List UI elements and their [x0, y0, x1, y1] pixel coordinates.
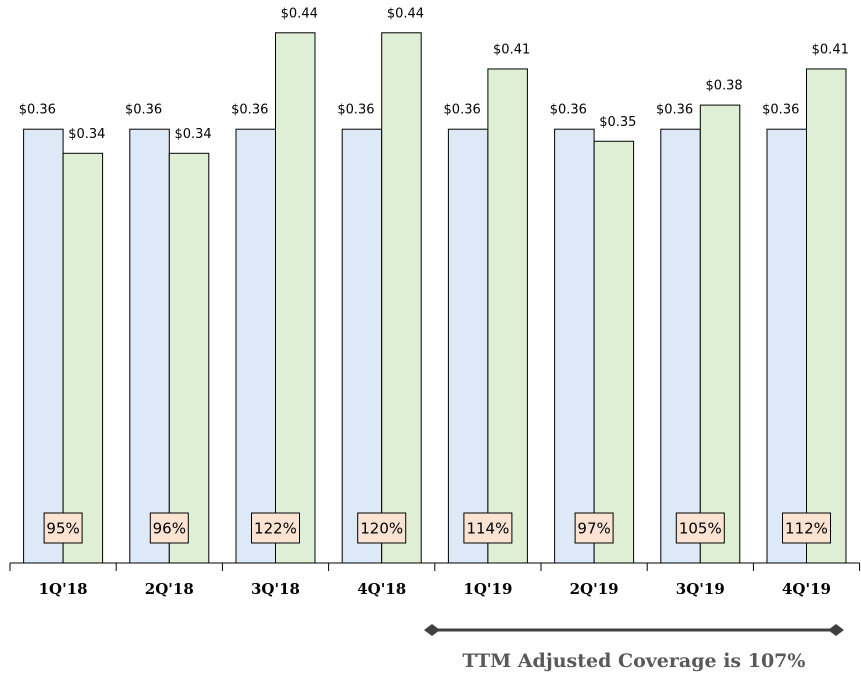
coverage-label: 114%: [466, 520, 509, 538]
x-tick-label: 4Q'19: [782, 580, 831, 598]
value-label: $0.36: [550, 103, 587, 118]
coverage-box: [43, 512, 83, 544]
bar: [766, 128, 807, 564]
coverage-label: 96%: [153, 520, 186, 538]
value-label: $0.36: [125, 103, 162, 118]
bar: [62, 152, 104, 564]
value-label: $0.34: [174, 127, 211, 142]
coverage-box: [574, 512, 614, 544]
bar: [660, 128, 701, 564]
value-label: $0.41: [493, 42, 530, 57]
bar: [341, 128, 383, 564]
value-label: $0.36: [337, 103, 374, 118]
bar: [806, 68, 847, 564]
annotation: TTM Adjusted Coverage is 107%: [463, 650, 806, 672]
coverage-box: [675, 512, 725, 544]
value-label: $0.36: [19, 103, 56, 118]
coverage-box: [251, 512, 300, 544]
x-tick-label: 3Q'18: [251, 580, 300, 598]
value-label: $0.36: [444, 103, 481, 118]
value-label: $0.44: [281, 6, 318, 21]
x-tick-label: 4Q'18: [357, 580, 406, 598]
coverage-label: 105%: [679, 520, 722, 538]
bar: [381, 32, 422, 564]
x-tick-label: 3Q'19: [676, 580, 725, 598]
bar: [275, 32, 316, 564]
bar: [235, 128, 276, 564]
value-label: $0.36: [231, 103, 268, 118]
x-tick-label: 2Q'19: [570, 580, 619, 598]
bar: [487, 68, 528, 564]
coverage-box: [782, 512, 831, 544]
x-tick-label: 1Q'18: [39, 580, 88, 598]
bar: [23, 128, 64, 564]
bar: [554, 128, 595, 564]
value-label: $0.44: [387, 6, 424, 21]
coverage-box: [149, 512, 189, 544]
bar: [168, 152, 210, 564]
bar: [699, 104, 741, 564]
coverage-label: 95%: [46, 520, 79, 538]
value-label: $0.36: [656, 103, 693, 118]
coverage-label: 112%: [785, 520, 828, 538]
coverage-label: 120%: [360, 520, 403, 538]
bar: [593, 140, 635, 564]
coverage-box: [357, 512, 407, 544]
bar: [447, 128, 489, 564]
value-label: $0.36: [762, 103, 799, 118]
coverage-box: [463, 512, 513, 544]
x-tick-label: 1Q'19: [463, 580, 512, 598]
x-tick-label: 2Q'18: [145, 580, 194, 598]
bar: [129, 128, 170, 564]
value-label: $0.34: [68, 127, 105, 142]
value-label: $0.35: [599, 115, 636, 130]
value-label: $0.41: [812, 42, 849, 57]
coverage-label: 122%: [254, 520, 297, 538]
value-label: $0.38: [705, 79, 742, 94]
coverage-label: 97%: [577, 520, 610, 538]
